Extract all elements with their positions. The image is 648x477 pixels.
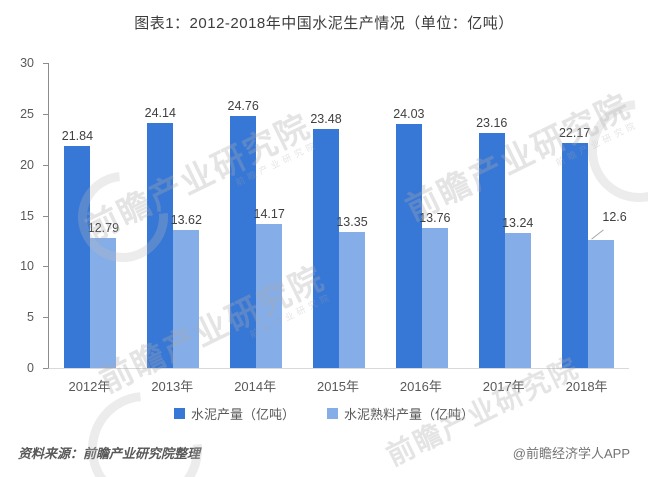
bar-wrap: 13.35 [336, 63, 368, 368]
legend-item-0: 水泥产量（亿吨） [173, 404, 295, 423]
bar-value-label: 13.76 [419, 211, 451, 226]
y-axis-tick-label: 5 [27, 310, 34, 325]
bar-value-label: 13.35 [336, 215, 368, 230]
bar-wrap: 24.14 [144, 63, 176, 368]
bar-value-label: 13.62 [170, 212, 202, 227]
bar-value-label: 24.03 [393, 106, 425, 121]
bar-value-label: 24.76 [227, 99, 259, 114]
x-axis-label: 2012年 [68, 379, 111, 394]
bar-group: 21.84 12.79 [49, 63, 132, 368]
plot-area: 21.84 12.79 24.14 13.62 24.76 14.17 23.48 13.35… [48, 63, 629, 369]
bar-value-label: 12.6 [602, 209, 627, 224]
bar-group: 24.03 13.76 [380, 63, 463, 368]
bar-wrap: 23.48 [310, 63, 342, 368]
y-axis-tick-label: 25 [20, 106, 34, 121]
bar-wrap: 23.16 [476, 63, 508, 368]
bar-wrap: 21.84 [61, 63, 94, 368]
y-axis: 0 5 10 15 20 25 30 [0, 56, 48, 375]
credit-note: @前瞻经济学人APP [512, 446, 630, 461]
bars-container: 21.84 12.79 24.14 13.62 24.76 14.17 23.48 13.35… [49, 63, 629, 368]
y-axis-tick-mark [43, 113, 48, 115]
legend-label: 水泥产量（亿吨） [190, 407, 295, 422]
y-axis-tick-label: 0 [27, 361, 34, 375]
bar-series-1 [173, 229, 200, 368]
bar-series-1 [90, 237, 117, 368]
bar-value-label: 23.48 [310, 112, 342, 127]
bar-series-0 [478, 132, 505, 368]
bar-value-label: 24.14 [144, 105, 176, 120]
bar-group: 23.16 13.24 [463, 63, 546, 368]
leader-line [590, 229, 604, 240]
bar-group: 22.17 12.6 [546, 63, 629, 368]
y-axis-tick-mark [43, 63, 48, 64]
legend-label: 水泥熟料产量（亿吨） [344, 407, 475, 422]
bar-value-label: 12.79 [87, 220, 120, 235]
bar-wrap: 13.24 [502, 63, 534, 368]
bar-series-0 [561, 142, 588, 368]
y-axis-tick-mark [43, 164, 48, 166]
bar-group: 24.76 14.17 [215, 63, 298, 368]
bar-series-0 [64, 145, 91, 368]
bar-wrap: 22.17 [558, 63, 591, 368]
y-axis-tick-label: 30 [20, 56, 34, 70]
bar-wrap: 12.6 [587, 63, 627, 368]
x-axis-label: 2014年 [234, 379, 277, 394]
bar-series-1 [504, 233, 531, 368]
bar-wrap: 24.03 [393, 63, 425, 368]
bar-wrap: 13.76 [419, 63, 451, 368]
bar-value-label: 23.16 [476, 115, 508, 130]
bar-wrap: 13.62 [170, 63, 202, 368]
bar-series-1 [421, 228, 448, 368]
bar-series-1 [256, 223, 283, 368]
bar-value-label: 14.17 [253, 206, 285, 221]
bar-value-label: 21.84 [61, 128, 94, 143]
x-axis-label: 2016年 [399, 379, 442, 394]
legend-item-1: 水泥熟料产量（亿吨） [327, 404, 474, 423]
bar-series-0 [395, 123, 422, 368]
bar-value-label: 13.24 [502, 216, 534, 231]
y-axis-tick-mark [43, 215, 48, 217]
bar-group: 23.48 13.35 [298, 63, 381, 368]
y-axis-tick-mark [43, 368, 48, 369]
x-axis-label: 2013年 [151, 379, 194, 394]
bar-series-0 [230, 116, 257, 368]
source-note: 资料来源：前瞻产业研究院整理 [18, 446, 201, 461]
bar-wrap: 24.76 [227, 63, 259, 368]
bar-wrap: 12.79 [87, 63, 120, 368]
bar-wrap: 14.17 [253, 63, 285, 368]
bar-series-0 [147, 122, 174, 368]
x-axis-labels: 2012年 2013年 2014年 2015年 2016年 2017年 2018年 [48, 376, 628, 395]
bar-group: 24.14 13.62 [132, 63, 215, 368]
y-axis-tick-mark [43, 317, 48, 319]
legend-swatch [173, 408, 185, 419]
bar-series-1 [587, 239, 614, 368]
x-axis-label: 2018年 [565, 379, 608, 394]
legend-swatch [327, 408, 338, 419]
bar-value-label: 22.17 [558, 125, 591, 140]
y-axis-tick-mark [43, 266, 48, 268]
y-axis-tick-label: 20 [20, 157, 34, 172]
y-axis-tick-label: 10 [20, 259, 34, 274]
x-axis-label: 2017年 [482, 379, 525, 394]
x-axis-label: 2015年 [317, 379, 359, 394]
bar-series-0 [313, 129, 339, 368]
bar-series-1 [339, 232, 365, 368]
chart-title: 图表1：2012-2018年中国水泥生产情况（单位：亿吨） [134, 15, 514, 32]
y-axis-tick-label: 15 [20, 208, 34, 223]
legend: 水泥产量（亿吨） 水泥熟料产量（亿吨） [0, 404, 648, 423]
